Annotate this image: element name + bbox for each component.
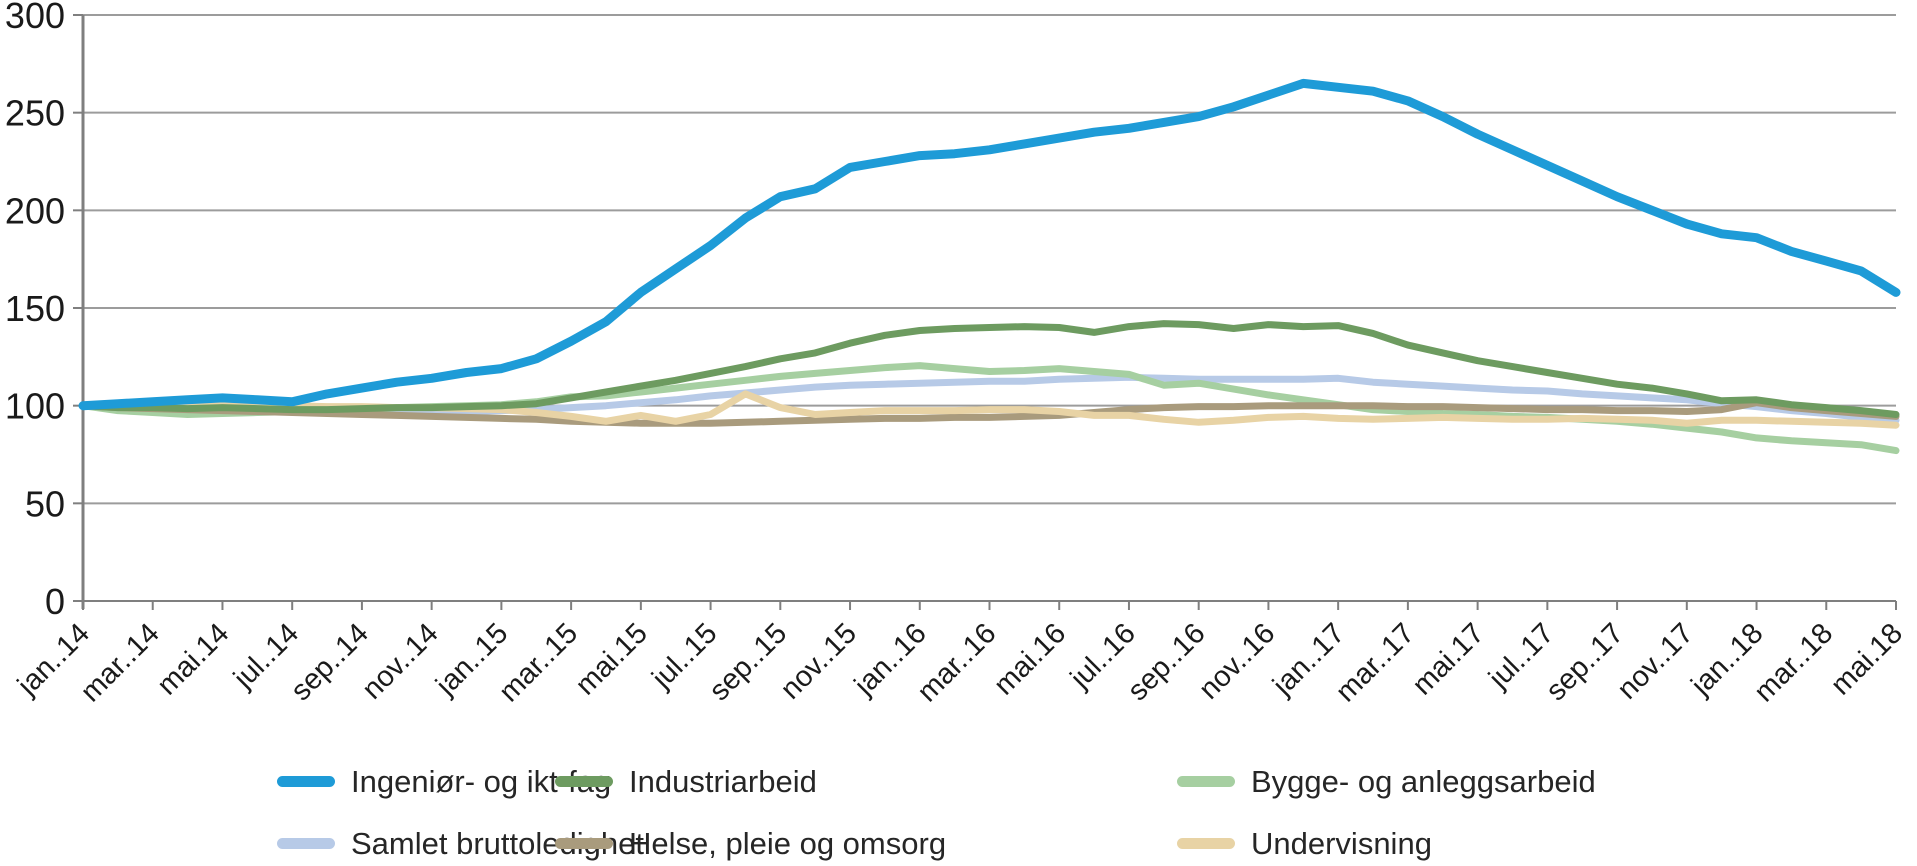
- series-line-ingeni-r-og-ikt-fag: [78, 78, 1901, 411]
- x-tick-label: mai.16: [988, 617, 1072, 701]
- x-tick-label: mar..15: [493, 617, 584, 708]
- y-tick-label: 50: [25, 483, 65, 524]
- x-tick-label: mai.15: [570, 617, 654, 701]
- x-tick-label: sep..14: [285, 617, 375, 707]
- series-line-industriarbeid: [79, 320, 1900, 418]
- series-line-helse-pleie-og-omsorg: [79, 399, 1900, 427]
- legend-label: Undervisning: [1251, 826, 1432, 861]
- x-tick-label: sep..15: [703, 617, 793, 707]
- x-tick-label: nov..14: [356, 617, 444, 705]
- legend-item-helse-pleie-og-omsorg: Helse, pleie og omsorg: [555, 828, 946, 859]
- legend-swatch: [555, 776, 613, 787]
- x-tick-label: sep..17: [1540, 617, 1630, 707]
- y-tick-label: 300: [5, 0, 65, 36]
- chart-plot-area: 050100150200250300jan..14mar..14mai.14ju…: [5, 0, 1909, 708]
- legend-item-industriarbeid: Industriarbeid: [555, 766, 817, 797]
- x-tick-label: mar..18: [1748, 617, 1839, 708]
- x-tick-label: mai.18: [1825, 617, 1909, 701]
- y-tick-label: 250: [5, 93, 65, 134]
- legend-label: Industriarbeid: [629, 764, 817, 799]
- legend-swatch: [1177, 776, 1235, 787]
- x-tick-label: mar..17: [1330, 617, 1421, 708]
- legend-item-undervisning: Undervisning: [1177, 828, 1432, 859]
- legend-label: Bygge- og anleggsarbeid: [1251, 764, 1596, 799]
- y-tick-label: 150: [5, 288, 65, 329]
- chart-legend: Ingeniør- og ikt-fag Industriarbeid Bygge-…: [0, 752, 1917, 866]
- x-tick-label: mar..16: [911, 617, 1002, 708]
- x-tick-label: mar..14: [75, 617, 166, 708]
- legend-label: Helse, pleie og omsorg: [629, 826, 947, 861]
- x-tick-label: mai.14: [151, 617, 235, 701]
- x-tick-label: nov..15: [775, 617, 863, 705]
- legend-swatch: [555, 838, 613, 849]
- y-tick-label: 0: [45, 581, 65, 622]
- y-tick-label: 200: [5, 190, 65, 231]
- legend-swatch: [1177, 838, 1235, 849]
- x-tick-label: nov..16: [1193, 617, 1281, 705]
- x-tick-label: sep..16: [1122, 617, 1212, 707]
- legend-item-bygge-og-anleggsarbeid: Bygge- og anleggsarbeid: [1177, 766, 1596, 797]
- x-tick-label: mai.17: [1406, 617, 1490, 701]
- y-tick-label: 100: [5, 386, 65, 427]
- legend-swatch: [277, 838, 335, 849]
- x-tick-label: nov..17: [1611, 617, 1699, 705]
- legend-swatch: [277, 776, 335, 787]
